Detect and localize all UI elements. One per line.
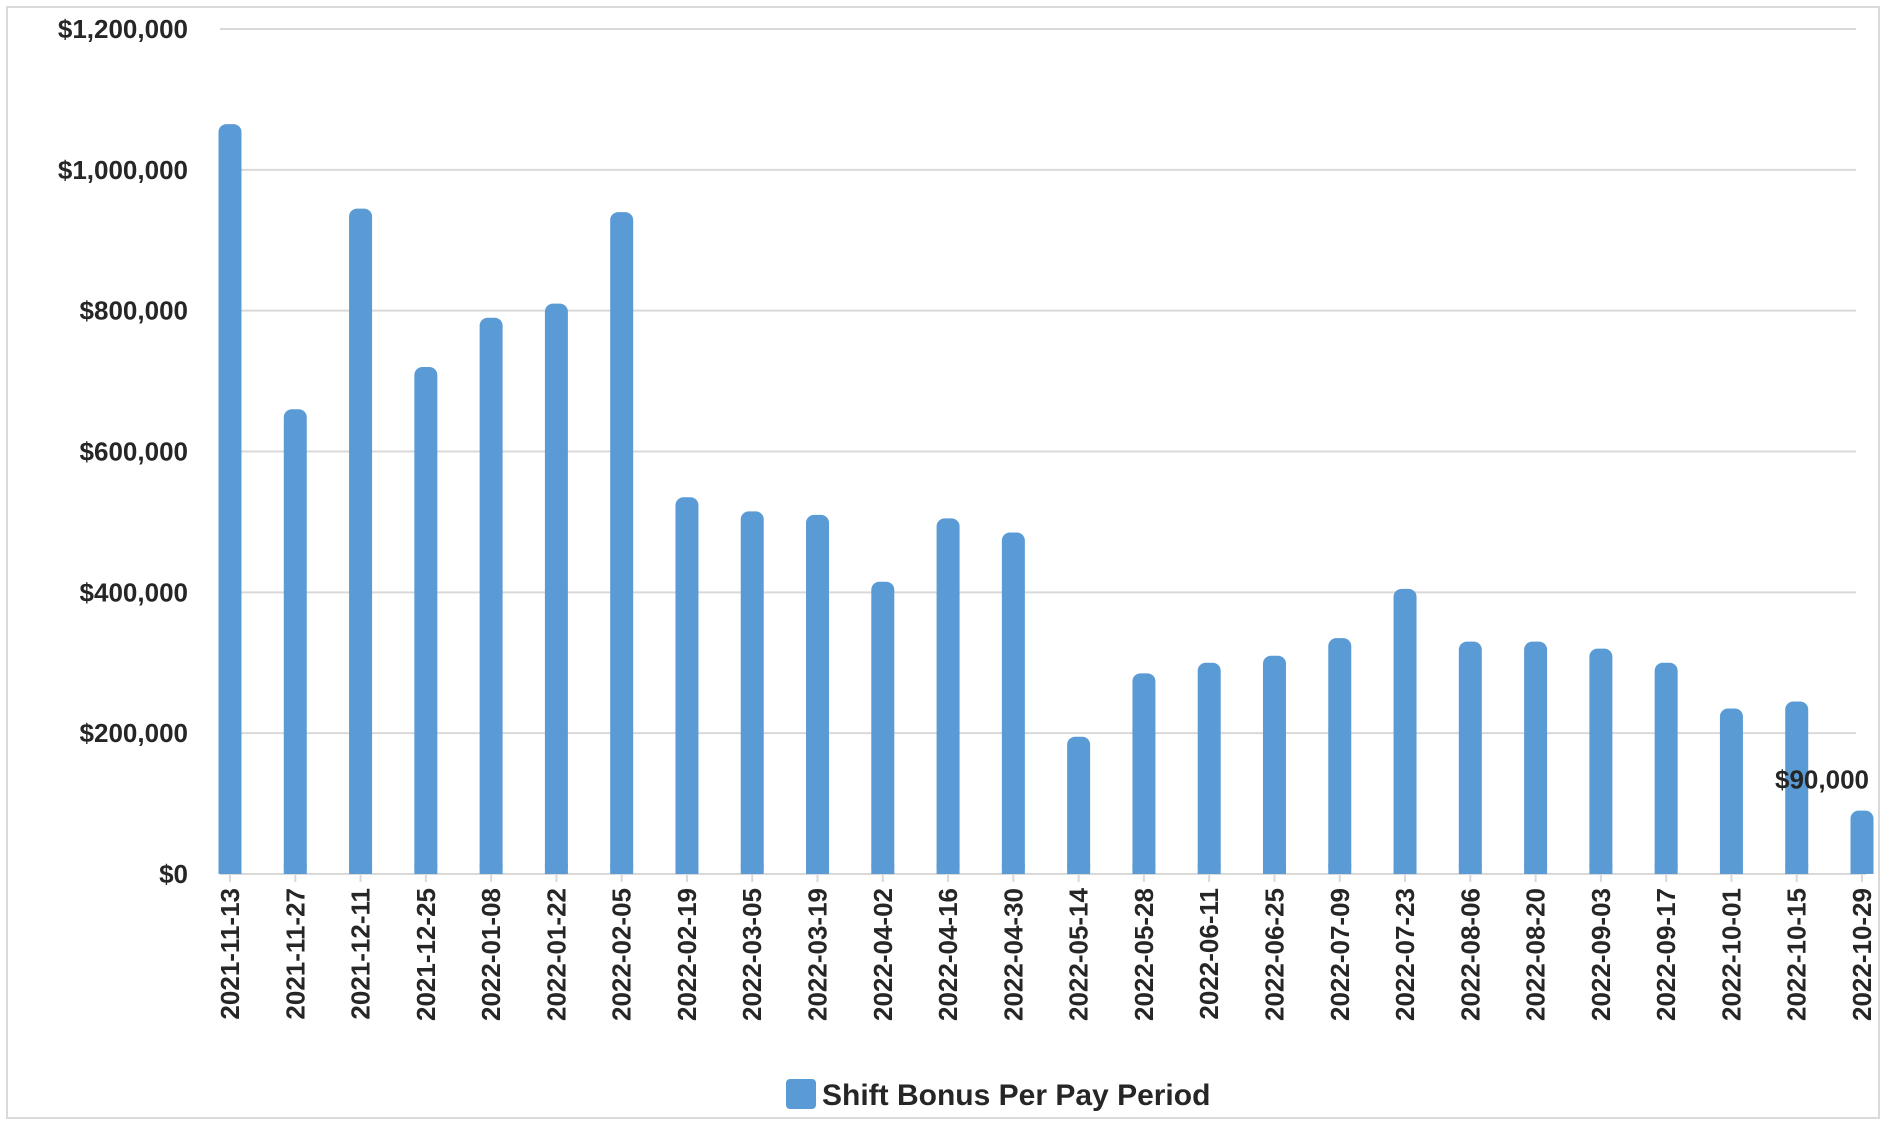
bar-base: [349, 864, 373, 874]
bar-chart: $0 $200,000 $400,000 $600,000 $800,000 $1,000…: [58, 14, 1877, 1112]
bar: [349, 208, 373, 874]
x-tick-label: 2022-02-05: [607, 888, 637, 1021]
legend-swatch: [786, 1079, 816, 1109]
bar: [1458, 641, 1482, 874]
y-tick-label: $1,200,000: [58, 14, 188, 44]
bar: [610, 212, 634, 875]
x-tick-label: 2022-08-20: [1521, 888, 1551, 1021]
bar-base: [806, 864, 830, 874]
x-tick-label: 2022-04-16: [933, 888, 963, 1021]
x-tick-label: 2022-05-14: [1064, 887, 1094, 1021]
x-tick-label: 2022-01-22: [541, 888, 571, 1021]
bar: [1393, 588, 1417, 874]
x-tick-label: 2022-03-05: [737, 888, 767, 1021]
bar-base: [1850, 864, 1874, 874]
bar: [871, 581, 895, 874]
x-tick-label: 2022-07-23: [1390, 888, 1420, 1021]
y-tick-label: $1,000,000: [58, 155, 188, 185]
bar: [1197, 662, 1221, 874]
bar-base: [1654, 864, 1678, 874]
bar: [1328, 638, 1352, 874]
bar: [544, 303, 568, 874]
bar-base: [1589, 864, 1613, 874]
x-tick-label: 2022-08-06: [1455, 888, 1485, 1021]
bar: [806, 514, 830, 874]
bar-base: [283, 864, 307, 874]
bar: [936, 518, 960, 874]
x-tick-label: 2022-10-01: [1716, 888, 1746, 1021]
data-label: $90,000: [1775, 765, 1869, 795]
x-axis-ticks: 2021-11-13 2021-11-27 2021-12-11 2021-12-25…: [215, 874, 1877, 1021]
bar: [1132, 673, 1156, 874]
y-tick-label: $600,000: [80, 437, 188, 467]
y-tick-label: $200,000: [80, 718, 188, 748]
bar: [1785, 701, 1809, 874]
bar-base: [544, 864, 568, 874]
bars: [218, 124, 1874, 875]
y-tick-label: $400,000: [80, 577, 188, 607]
bar: [218, 124, 242, 874]
bar-base: [1067, 864, 1091, 874]
x-tick-label: 2021-12-11: [346, 888, 376, 1020]
x-tick-label: 2022-02-19: [672, 888, 702, 1021]
x-tick-label: 2022-06-11: [1194, 888, 1224, 1020]
bar-base: [1524, 864, 1548, 874]
y-tick-label: $800,000: [80, 296, 188, 326]
x-tick-label: 2022-03-19: [803, 888, 833, 1021]
bar-base: [218, 864, 242, 874]
bar: [1719, 708, 1743, 874]
x-tick-label: 2022-06-25: [1259, 888, 1289, 1021]
x-tick-label: 2021-11-13: [215, 888, 245, 1020]
bar-base: [1393, 864, 1417, 874]
bar-base: [610, 864, 634, 874]
chart-frame: $0 $200,000 $400,000 $600,000 $800,000 $1,000…: [6, 6, 1880, 1119]
x-tick-label: 2022-04-02: [868, 888, 898, 1021]
x-tick-label: 2022-04-30: [998, 888, 1028, 1021]
bar-base: [1719, 864, 1743, 874]
bar-base: [936, 864, 960, 874]
bar: [1067, 736, 1091, 874]
bar: [283, 409, 307, 874]
bar-base: [1197, 864, 1221, 874]
x-tick-label: 2022-10-29: [1847, 888, 1877, 1021]
bar: [1001, 532, 1025, 874]
data-labels: $90,000: [1775, 765, 1869, 795]
bar: [1589, 648, 1613, 874]
x-tick-label: 2022-05-28: [1129, 888, 1159, 1021]
bar-base: [1785, 864, 1809, 874]
bar: [740, 511, 764, 874]
bar-base: [1328, 864, 1352, 874]
bar: [1850, 810, 1874, 874]
bar-base: [479, 864, 503, 874]
bar-base: [740, 864, 764, 874]
bar: [1654, 662, 1678, 874]
bar: [1262, 655, 1286, 874]
x-tick-label: 2022-09-17: [1651, 888, 1681, 1021]
bar: [479, 317, 503, 874]
bar: [414, 367, 438, 874]
y-tick-label: $0: [159, 859, 188, 889]
bar: [675, 497, 699, 874]
bar-base: [1132, 864, 1156, 874]
bar-base: [675, 864, 699, 874]
y-axis-ticks: $0 $200,000 $400,000 $600,000 $800,000 $1,000…: [58, 14, 188, 889]
x-tick-label: 2021-12-25: [411, 888, 441, 1021]
legend-label: Shift Bonus Per Pay Period: [822, 1079, 1210, 1112]
bar-base: [414, 864, 438, 874]
bar-base: [871, 864, 895, 874]
gridlines: [220, 28, 1866, 875]
x-tick-label: 2022-01-08: [476, 888, 506, 1021]
x-tick-label: 2021-11-27: [280, 888, 310, 1020]
bar-base: [1262, 864, 1286, 874]
x-tick-label: 2022-10-15: [1782, 888, 1812, 1021]
bar-base: [1001, 864, 1025, 874]
legend: Shift Bonus Per Pay Period: [786, 1079, 1210, 1112]
bar-base: [1458, 864, 1482, 874]
x-tick-label: 2022-07-09: [1325, 888, 1355, 1021]
bar: [1524, 641, 1548, 874]
x-tick-label: 2022-09-03: [1586, 888, 1616, 1021]
